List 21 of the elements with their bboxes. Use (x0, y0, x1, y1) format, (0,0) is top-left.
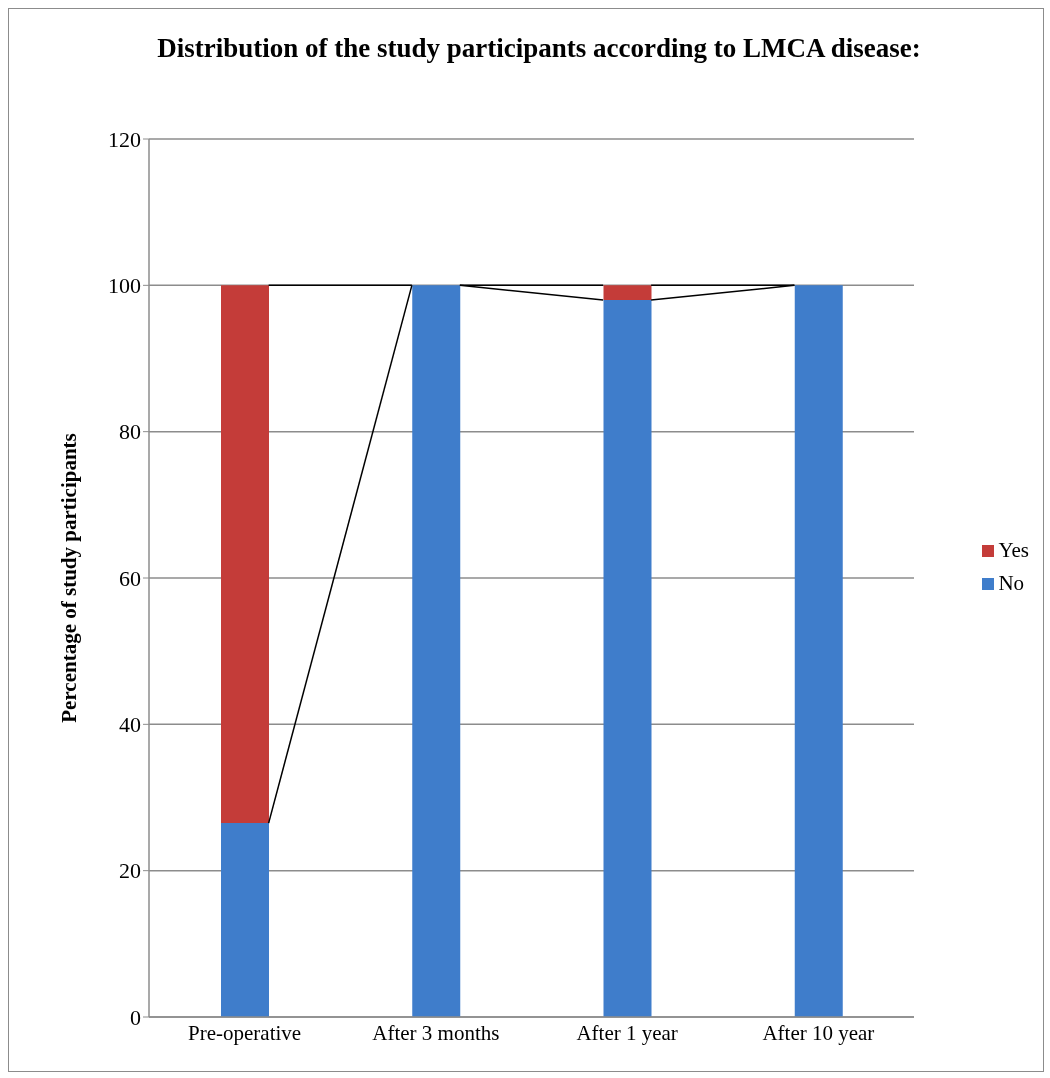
y-axis-title: Percentage of study participants (57, 433, 82, 723)
bar (603, 299, 652, 1017)
bar (794, 285, 843, 1017)
legend-label: No (998, 571, 1025, 596)
y-tick-label: 40 (119, 712, 141, 738)
legend-label: Yes (998, 538, 1029, 563)
y-tick-label: 20 (119, 858, 141, 884)
bar (603, 285, 652, 300)
y-tick-label: 0 (130, 1004, 141, 1030)
bar (221, 823, 269, 1017)
y-tick-label: 120 (108, 126, 141, 152)
x-tick-label: After 3 months (372, 1020, 500, 1045)
bar (412, 285, 461, 1017)
y-tick-label: 60 (119, 565, 141, 591)
y-tick-label: 80 (119, 419, 141, 445)
x-tick-label: After 10 year (762, 1020, 875, 1045)
x-tick-label: Pre-operative (188, 1020, 302, 1045)
chart-title: Distribution of the study participants according to LMCA disease: (156, 32, 922, 65)
y-tick-label: 100 (108, 273, 141, 299)
bar (221, 285, 269, 824)
x-tick-label: After 1 year (576, 1020, 678, 1045)
